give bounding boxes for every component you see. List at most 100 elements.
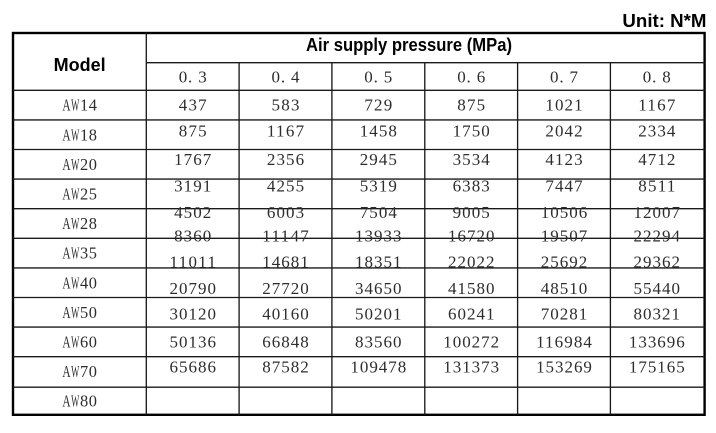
svg-text:29362: 29362	[634, 253, 681, 272]
svg-text:0: 0	[89, 155, 97, 174]
svg-text:0. 6: 0. 6	[457, 67, 485, 86]
svg-text:0. 7: 0. 7	[550, 67, 579, 86]
svg-text:3534: 3534	[453, 150, 491, 169]
svg-text:W: W	[71, 273, 80, 292]
svg-text:A: A	[62, 125, 71, 144]
svg-text:50201: 50201	[355, 305, 402, 324]
svg-text:12007: 12007	[634, 203, 681, 222]
svg-text:2334: 2334	[638, 122, 676, 141]
svg-text:3: 3	[80, 244, 88, 263]
svg-text:5: 5	[89, 185, 97, 204]
svg-text:7: 7	[80, 362, 89, 381]
svg-text:109478: 109478	[350, 358, 406, 377]
svg-text:7447: 7447	[545, 176, 583, 195]
svg-text:19507: 19507	[541, 227, 588, 246]
svg-text:Air supply pressure (MPa): Air supply pressure (MPa)	[306, 35, 512, 55]
svg-text:A: A	[62, 185, 71, 204]
svg-text:40160: 40160	[262, 305, 309, 324]
svg-text:A: A	[62, 392, 71, 411]
svg-text:W: W	[71, 392, 80, 411]
svg-text:A: A	[62, 244, 71, 263]
svg-text:8511: 8511	[638, 176, 675, 195]
svg-text:4712: 4712	[638, 150, 675, 169]
svg-text:41580: 41580	[448, 279, 495, 298]
svg-text:8: 8	[80, 392, 88, 411]
svg-text:2945: 2945	[360, 150, 397, 169]
svg-text:1750: 1750	[453, 122, 490, 141]
svg-text:27720: 27720	[262, 279, 309, 298]
svg-text:0. 3: 0. 3	[179, 67, 207, 86]
svg-text:5: 5	[89, 244, 97, 263]
svg-text:65686: 65686	[169, 358, 216, 377]
svg-text:55440: 55440	[634, 279, 681, 298]
svg-text:20790: 20790	[169, 279, 216, 298]
svg-text:0: 0	[89, 362, 97, 381]
svg-text:7504: 7504	[360, 203, 398, 222]
svg-text:1021: 1021	[545, 96, 582, 115]
svg-text:Unit: N*M: Unit: N*M	[622, 10, 706, 31]
svg-text:133696: 133696	[629, 333, 685, 352]
svg-text:A: A	[62, 155, 71, 174]
svg-text:1: 1	[80, 125, 88, 144]
svg-text:8360: 8360	[174, 227, 211, 246]
svg-text:875: 875	[179, 122, 207, 141]
svg-text:34650: 34650	[355, 279, 402, 298]
svg-text:A: A	[62, 362, 71, 381]
svg-text:2356: 2356	[267, 150, 304, 169]
svg-text:131373: 131373	[443, 358, 499, 377]
svg-text:80321: 80321	[634, 305, 681, 324]
svg-text:437: 437	[179, 96, 207, 115]
svg-text:0. 8: 0. 8	[643, 67, 671, 86]
svg-text:116984: 116984	[536, 333, 592, 352]
svg-text:30120: 30120	[169, 305, 216, 324]
svg-text:8: 8	[89, 125, 97, 144]
svg-text:10506: 10506	[541, 203, 588, 222]
svg-text:2042: 2042	[545, 122, 582, 141]
svg-text:583: 583	[272, 96, 300, 115]
svg-text:60241: 60241	[448, 305, 495, 324]
svg-text:2: 2	[80, 214, 88, 233]
svg-text:0: 0	[89, 333, 97, 352]
svg-text:4123: 4123	[545, 150, 582, 169]
svg-text:1167: 1167	[638, 96, 676, 115]
svg-text:A: A	[62, 273, 71, 292]
svg-text:83560: 83560	[355, 333, 402, 352]
svg-text:1458: 1458	[360, 122, 397, 141]
svg-text:70281: 70281	[541, 305, 588, 324]
svg-text:50136: 50136	[169, 333, 216, 352]
svg-text:13933: 13933	[355, 227, 402, 246]
svg-text:W: W	[71, 125, 80, 144]
svg-text:0: 0	[89, 303, 97, 322]
svg-text:22294: 22294	[634, 227, 681, 246]
svg-text:8: 8	[89, 214, 97, 233]
svg-text:153269: 153269	[536, 358, 592, 377]
svg-text:A: A	[62, 214, 71, 233]
svg-text:2: 2	[80, 185, 88, 204]
svg-text:0: 0	[89, 273, 97, 292]
svg-text:A: A	[62, 303, 71, 322]
svg-text:A: A	[62, 96, 71, 115]
svg-text:5319: 5319	[360, 176, 397, 195]
svg-text:875: 875	[457, 96, 485, 115]
svg-text:5: 5	[80, 303, 88, 322]
svg-text:14681: 14681	[262, 253, 309, 272]
svg-text:W: W	[71, 244, 80, 263]
svg-text:175165: 175165	[629, 358, 685, 377]
svg-text:729: 729	[364, 96, 392, 115]
svg-text:4255: 4255	[267, 176, 304, 195]
svg-text:0: 0	[89, 392, 97, 411]
svg-text:3191: 3191	[174, 176, 211, 195]
svg-text:6383: 6383	[453, 176, 490, 195]
svg-text:Model: Model	[54, 55, 106, 75]
svg-text:9005: 9005	[453, 203, 490, 222]
svg-text:16720: 16720	[448, 227, 495, 246]
svg-text:25692: 25692	[541, 253, 588, 272]
svg-text:11011: 11011	[169, 253, 216, 272]
svg-text:W: W	[71, 214, 80, 233]
svg-text:22022: 22022	[448, 253, 495, 272]
svg-text:W: W	[71, 333, 80, 352]
svg-text:6: 6	[80, 333, 88, 352]
svg-text:18351: 18351	[355, 253, 402, 272]
svg-text:0. 5: 0. 5	[364, 67, 392, 86]
svg-text:66848: 66848	[262, 333, 309, 352]
